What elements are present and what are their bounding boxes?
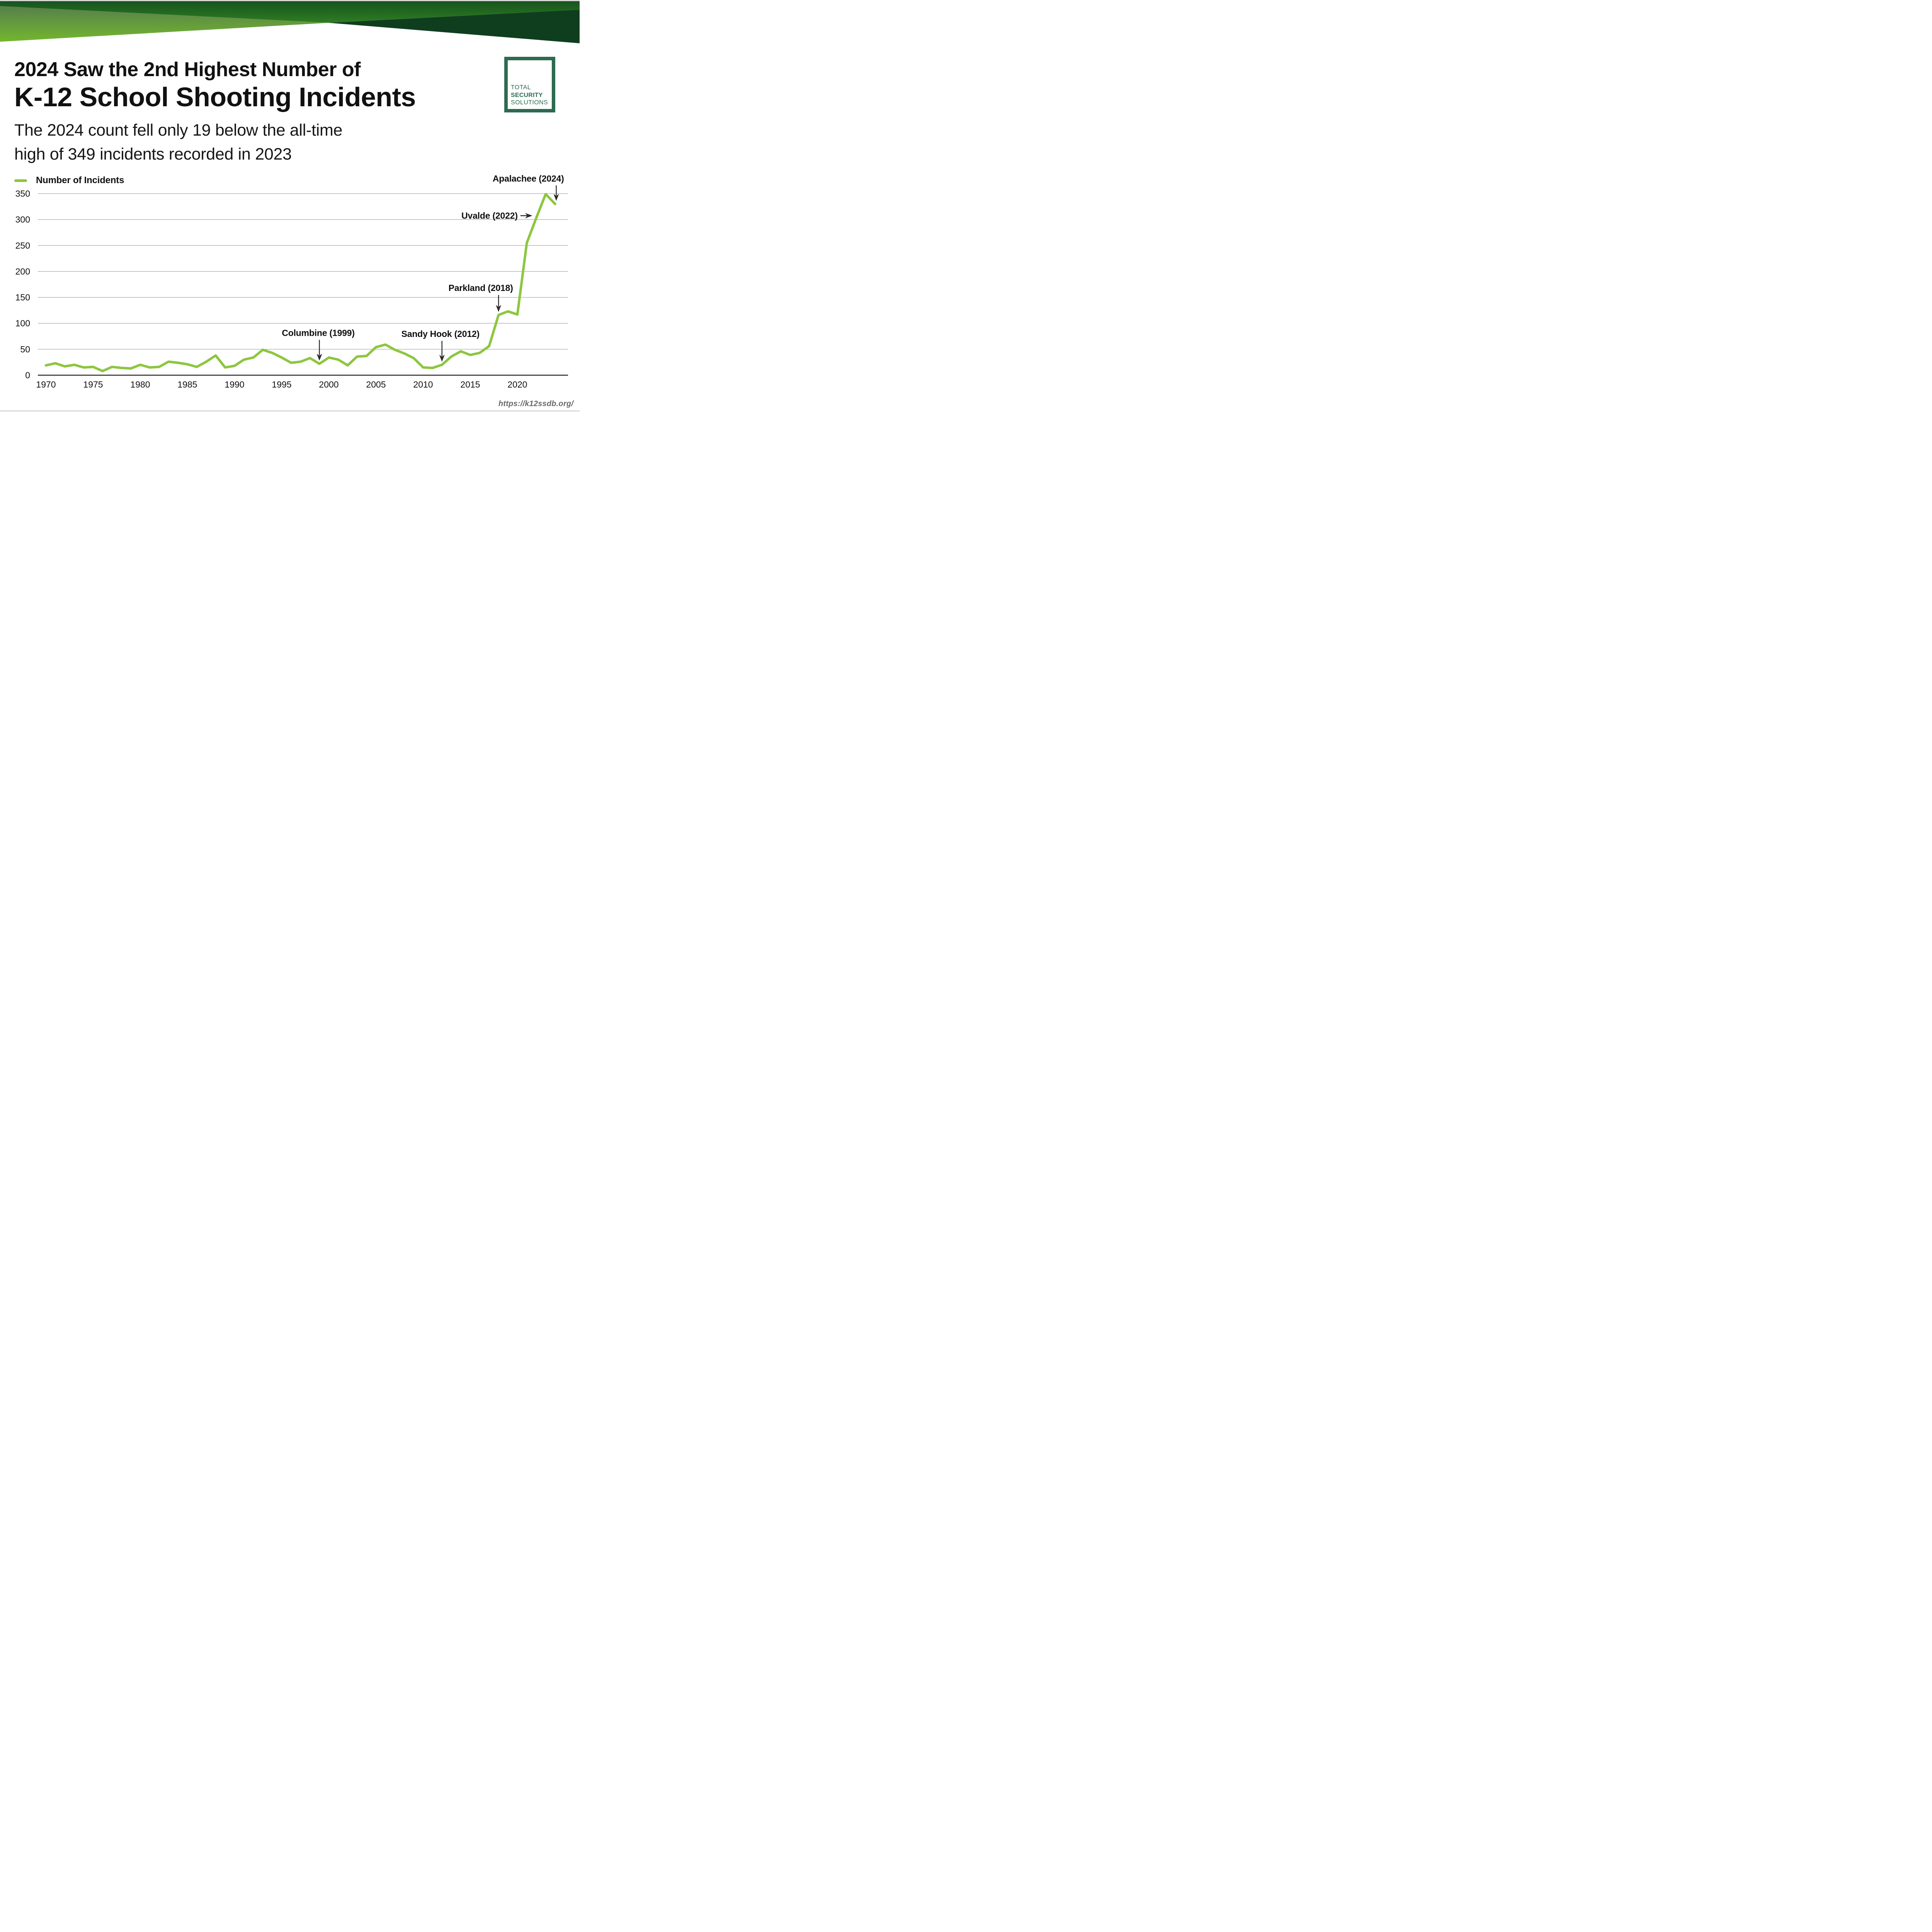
bottom-edge-strip [0,410,580,412]
y-tick-label-150: 150 [15,293,30,303]
source-url: https://k12ssdb.org/ [498,400,573,408]
annotation-label: Apalachee (2024) [493,173,564,184]
y-tick-label-50: 50 [20,344,30,354]
x-tick-label-2020: 2020 [507,379,527,389]
annotation-label: Uvalde (2022) [461,211,518,221]
page-subtitle: The 2024 count fell only 19 below the al… [14,118,416,166]
y-tick-label-250: 250 [15,240,30,250]
x-tick-label-1975: 1975 [83,379,103,389]
x-tick-label-2015: 2015 [460,379,480,389]
logo-line-total: TOTAL [511,84,531,91]
y-tick-label-300: 300 [15,214,30,224]
subtitle-line1: The 2024 count fell only 19 below the al… [14,121,343,139]
x-tick-label-1970: 1970 [36,379,56,389]
total-security-solutions-logo: TOTAL SECURITY SOLUTIONS [504,57,555,112]
line-chart: 0 50 100 150 200 250 300 350 1970 1975 1980 1985 199… [15,173,568,389]
legend-line-swatch [14,179,27,182]
annotation-arrowhead [496,305,502,312]
top-edge-strip [0,0,580,1]
annotation-arrowhead [439,355,445,362]
annotation-label: Sandy Hook (2012) [401,329,480,339]
y-tick-label-0: 0 [25,370,30,380]
x-tick-label-2005: 2005 [366,379,386,389]
page-title-line1: 2024 Saw the 2nd Highest Number of [14,58,361,81]
x-tick-label-1995: 1995 [272,379,291,389]
logo-text: TOTAL SECURITY SOLUTIONS [511,84,548,107]
x-tick-label-2000: 2000 [319,379,338,389]
banner-graphic [0,0,580,43]
annotation-label: Columbine (1999) [282,328,355,338]
page-title-line2: K-12 School Shooting Incidents [14,82,416,112]
incidents-line [44,193,556,372]
annotation-arrowhead [316,354,322,361]
chart-legend: Number of Incidents [14,175,124,185]
legend-label: Number of Incidents [36,175,124,185]
y-tick-label-100: 100 [15,318,30,328]
x-tick-label-1990: 1990 [224,379,244,389]
y-tick-label-350: 350 [15,189,30,199]
x-tick-label-1985: 1985 [177,379,197,389]
annotation-label: Parkland (2018) [449,283,513,293]
annotation-arrowhead [525,213,532,219]
banner-mid-band [0,0,580,23]
banner-dark-triangle [328,10,580,43]
logo-line-security: SECURITY [511,92,543,99]
infographic-page: TOTAL SECURITY SOLUTIONS 2024 Saw the 2n… [0,0,580,412]
annotation-arrowhead [553,194,559,201]
logo-line-solutions: SOLUTIONS [511,99,548,106]
y-tick-label-200: 200 [15,266,30,276]
x-tick-label-2010: 2010 [413,379,433,389]
title-block: 2024 Saw the 2nd Highest Number of K-12 … [14,58,416,166]
banner-light-triangle [0,6,328,42]
x-tick-label-1980: 1980 [130,379,150,389]
subtitle-line2: high of 349 incidents recorded in 2023 [14,145,292,163]
